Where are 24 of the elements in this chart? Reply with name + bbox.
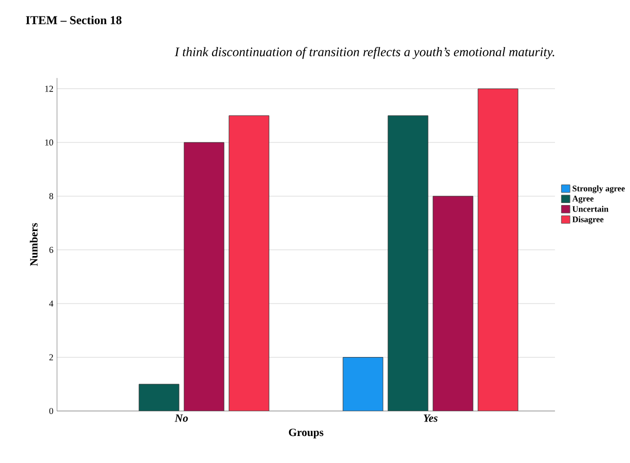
chart-title: ITEM – Section 18	[26, 16, 122, 24]
legend-label: Uncertain	[572, 206, 608, 212]
bar	[432, 196, 474, 411]
y-tick-label: 12	[45, 86, 53, 92]
x-tick-label: No	[174, 414, 188, 422]
y-tick-label: 0	[49, 408, 54, 414]
bar	[388, 115, 428, 411]
legend-label: Strongly agree	[572, 185, 625, 194]
y-tick-label: 10	[45, 139, 54, 146]
x-tick-label: Yes	[424, 414, 438, 422]
y-axis-title: Numbers	[30, 223, 38, 266]
legend-label: Disagree	[572, 216, 604, 224]
y-tick-label: 6	[49, 246, 54, 253]
bar	[342, 357, 384, 411]
legend-label: Agree	[572, 196, 594, 204]
x-axis-title: Groups	[288, 428, 324, 438]
bar	[228, 115, 270, 411]
y-tick-label: 2	[49, 354, 53, 360]
bar	[478, 88, 518, 411]
chart-subtitle: I think discontinuation of transition reflects a youth’s emotional maturity.	[174, 47, 554, 59]
y-tick-label: 4	[49, 300, 54, 307]
bar	[184, 142, 224, 411]
bar	[138, 384, 180, 411]
y-tick-label: 8	[49, 193, 54, 200]
